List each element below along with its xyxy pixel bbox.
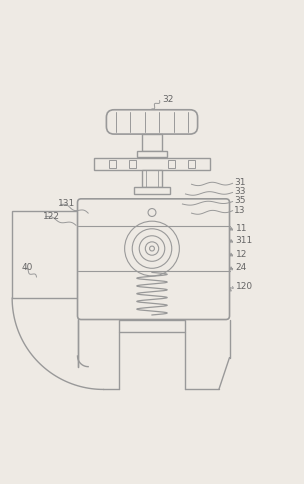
Text: 122: 122 (43, 212, 60, 221)
Text: 31: 31 (234, 178, 246, 187)
Text: 40: 40 (21, 263, 33, 272)
FancyBboxPatch shape (78, 199, 230, 319)
Text: 12: 12 (236, 250, 247, 258)
Bar (94, 158, 210, 170)
Text: 32: 32 (163, 94, 174, 104)
Text: 131: 131 (58, 199, 75, 209)
Bar (129, 160, 136, 168)
Text: 33: 33 (234, 187, 246, 197)
Bar (119, 319, 185, 332)
Bar (142, 134, 162, 151)
Text: 35: 35 (234, 197, 246, 206)
Text: 120: 120 (236, 282, 253, 290)
Bar (134, 187, 170, 194)
Bar (12, 211, 78, 298)
Circle shape (148, 209, 156, 216)
FancyBboxPatch shape (106, 110, 198, 134)
Bar (188, 160, 195, 168)
Bar (168, 160, 175, 168)
Text: 13: 13 (234, 206, 246, 214)
Text: 24: 24 (236, 263, 247, 272)
Bar (109, 160, 116, 168)
Text: 11: 11 (236, 224, 247, 233)
Text: 311: 311 (236, 236, 253, 245)
Bar (142, 170, 162, 187)
Bar (137, 151, 167, 157)
